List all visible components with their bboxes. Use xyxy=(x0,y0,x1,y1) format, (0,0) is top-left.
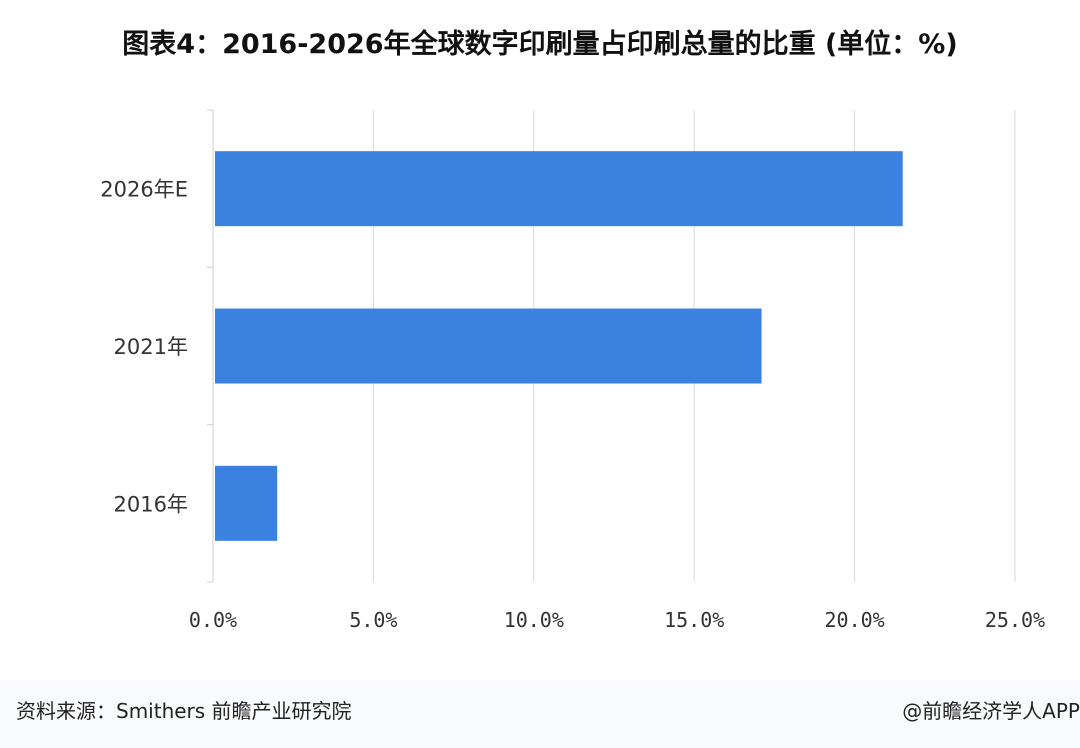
credit-note: @前瞻经济学人APP xyxy=(902,699,1080,723)
category-label: 2026年E xyxy=(100,178,188,202)
x-tick-label: 25.0% xyxy=(985,608,1045,632)
x-tick-label: 5.0% xyxy=(349,608,397,632)
bar xyxy=(215,465,278,541)
x-tick-label: 10.0% xyxy=(504,608,564,632)
bar xyxy=(215,151,903,227)
category-label: 2021年 xyxy=(114,335,188,359)
bar-chart: 0.0% 5.0% 10.0% 15.0% 20.0% 25.0% 2026年E 2021年 2… xyxy=(100,109,1045,632)
bar xyxy=(215,308,762,384)
source-note: 资料来源：Smithers 前瞻产业研究院 xyxy=(16,699,352,723)
category-label: 2016年 xyxy=(114,492,188,516)
x-tick-label: 15.0% xyxy=(664,608,724,632)
x-tick-label: 20.0% xyxy=(824,608,884,632)
chart-title: 图表4：2016-2026年全球数字印刷量占印刷总量的比重 (单位：%) xyxy=(122,29,958,60)
x-tick-label: 0.0% xyxy=(189,608,237,632)
footer-band xyxy=(0,680,1080,748)
